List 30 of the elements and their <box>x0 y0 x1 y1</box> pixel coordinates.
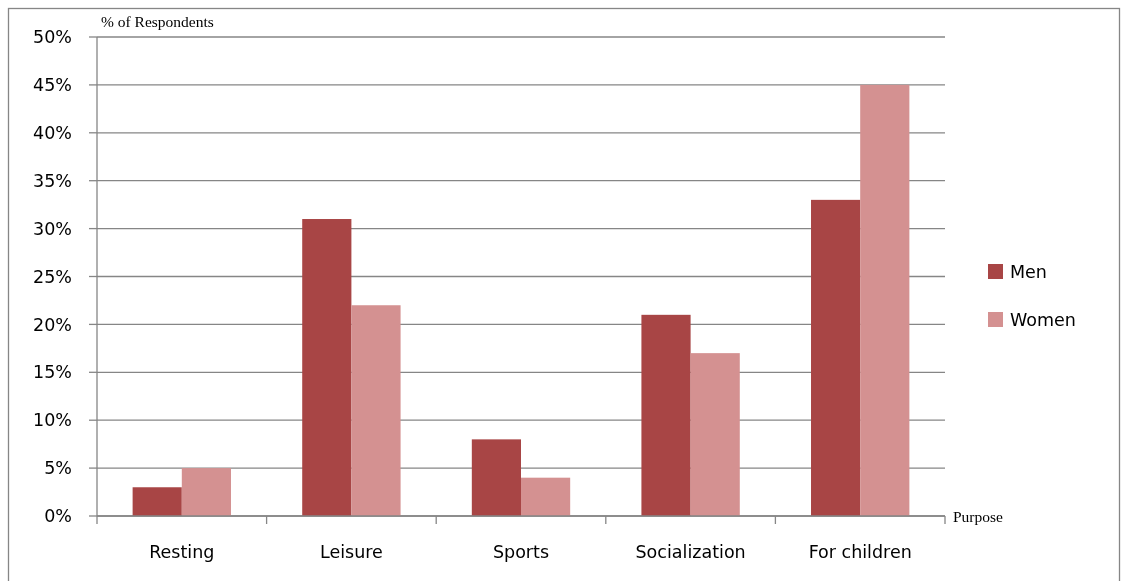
legend-label: Men <box>1010 262 1047 283</box>
x-tick-label: Resting <box>149 542 215 562</box>
bar <box>351 305 401 516</box>
x-tick-label: Socialization <box>635 542 746 562</box>
y-tick-label: 25% <box>33 266 72 287</box>
bar <box>690 353 740 516</box>
x-tick-label: Sports <box>492 542 550 562</box>
bar <box>811 199 861 516</box>
y-tick-label: 30% <box>33 218 72 239</box>
bar <box>471 439 521 516</box>
bar <box>521 477 571 516</box>
y-tick-label: 0% <box>44 506 72 527</box>
legend-label: Women <box>1010 310 1076 331</box>
bar <box>181 468 231 516</box>
y-tick-label: 35% <box>33 170 72 191</box>
y-tick-label: 40% <box>33 122 72 143</box>
bar <box>641 314 691 516</box>
y-tick-label: 10% <box>33 410 72 431</box>
x-tick-label: For children <box>808 542 912 562</box>
y-tick-label: 5% <box>44 458 72 479</box>
y-tick-label: 50% <box>33 27 72 48</box>
bar <box>302 219 352 516</box>
x-axis-title: Purpose <box>953 508 1004 525</box>
y-tick-label: 15% <box>33 362 72 383</box>
y-axis-title: % of Respondents <box>101 13 214 30</box>
y-tick-label: 45% <box>33 75 72 96</box>
y-tick-label: 20% <box>33 314 72 335</box>
bar <box>860 84 910 516</box>
bar <box>132 487 182 516</box>
x-tick-label: Leisure <box>319 542 383 562</box>
